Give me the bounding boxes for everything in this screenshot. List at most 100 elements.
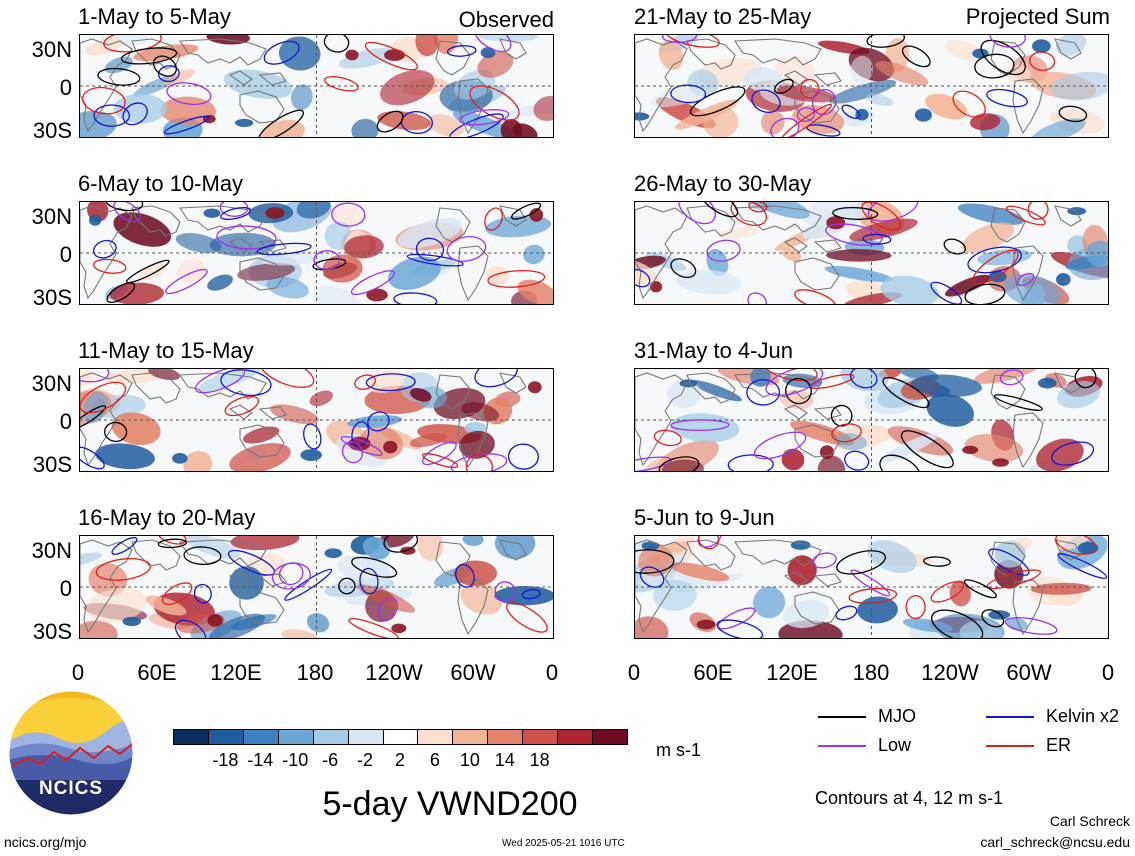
wave-contour	[93, 258, 127, 274]
coastline	[499, 372, 527, 394]
lat-label-30n: 30N	[31, 37, 72, 62]
anomaly-shading	[910, 374, 982, 397]
coastline	[1054, 372, 1082, 394]
anomaly-shading	[850, 55, 873, 84]
anomaly-shading	[209, 613, 266, 638]
footer-author: Carl Schreck	[1049, 813, 1130, 829]
contours-note: Contours at 4, 12 m s-1	[815, 788, 1004, 808]
panel-title-right-4: 5-Jun to 9-Jun	[634, 505, 775, 530]
anomaly-shading	[417, 536, 444, 562]
lon-label: 0	[545, 660, 559, 685]
anomaly-core	[527, 381, 542, 394]
map-panel-left-1	[79, 34, 554, 138]
map-panel-right-2	[634, 201, 1109, 305]
anomaly-shading	[703, 106, 739, 137]
wave-contour	[157, 538, 188, 549]
coastline	[635, 372, 688, 467]
coastline	[635, 539, 688, 634]
wave-contour	[963, 579, 998, 599]
wave-contour	[161, 582, 193, 606]
coastline	[1012, 245, 1044, 302]
anomaly-shading	[462, 536, 484, 546]
coastline	[131, 539, 181, 571]
map-panel-left-2	[79, 201, 554, 305]
wave-contour	[658, 456, 700, 471]
wave-contour	[340, 435, 383, 456]
wave-contour	[770, 117, 800, 137]
colorbar-swatch	[277, 729, 314, 745]
wave-contour	[484, 207, 503, 231]
anomaly-shading	[409, 433, 447, 448]
wave-contour	[465, 454, 493, 471]
coastline	[813, 239, 842, 253]
panel-title-right-2: 26-May to 30-May	[634, 171, 812, 196]
wave-contour	[849, 369, 878, 389]
anomaly-shading	[397, 218, 463, 249]
anomaly-core	[972, 48, 989, 59]
anomaly-core	[679, 379, 698, 388]
anomaly-shading	[1030, 118, 1086, 137]
coastline	[80, 205, 133, 300]
wave-contour	[867, 202, 919, 222]
wave-contour	[943, 238, 966, 255]
coastline	[783, 237, 808, 253]
wave-contour	[323, 75, 359, 92]
wave-contour	[866, 35, 906, 48]
wave-contour	[473, 35, 512, 53]
wave-contour	[639, 566, 665, 588]
coastline	[499, 539, 527, 561]
anomaly-shading	[880, 275, 939, 304]
map-panel-left-4	[79, 535, 554, 639]
wave-contour	[93, 239, 117, 259]
coastline	[179, 38, 267, 66]
wave-contour	[106, 282, 136, 303]
colorbar-swatch	[312, 729, 349, 745]
wave-contour	[80, 381, 127, 414]
wave-contour	[716, 619, 764, 638]
lat-label-eq: 0	[59, 242, 72, 267]
panel-title-right-3: 31-May to 4-Jun	[634, 338, 793, 363]
lon-label: 0	[71, 660, 85, 685]
anomaly-core	[819, 445, 835, 459]
anomaly-core	[265, 207, 285, 219]
anomaly-shading	[792, 105, 845, 134]
lat-label-30s: 30S	[32, 285, 72, 310]
wave-contour	[104, 421, 128, 443]
anomaly-shading	[817, 455, 846, 471]
wave-contour	[1051, 441, 1095, 466]
anomaly-shading	[973, 369, 1042, 384]
wave-contour	[446, 45, 477, 57]
anomaly-shading	[163, 69, 195, 87]
anomaly-core	[383, 440, 398, 454]
coastline	[734, 372, 822, 400]
wave-contour	[459, 109, 510, 126]
coastline	[686, 372, 736, 404]
wave-contour	[164, 268, 208, 295]
coastline	[1054, 539, 1082, 561]
anomaly-shading	[461, 402, 500, 422]
wave-contour	[521, 588, 541, 600]
anomaly-shading	[296, 202, 331, 219]
colorbar-swatch	[417, 729, 454, 745]
lat-label-30n: 30N	[31, 204, 72, 229]
anomaly-shading	[230, 536, 300, 551]
wave-contour	[80, 446, 105, 470]
wave-contour	[670, 419, 730, 431]
wave-contour	[730, 202, 768, 226]
wave-contour	[313, 250, 341, 271]
wave-contour	[964, 283, 1006, 304]
anomaly-shading	[1004, 274, 1061, 304]
anomaly-shading	[237, 263, 296, 281]
wave-contour	[836, 550, 886, 575]
anomaly-shading	[95, 443, 155, 470]
anomaly-core	[1037, 377, 1057, 389]
lon-label: 60W	[450, 660, 496, 685]
wave-contour	[698, 536, 720, 550]
anomaly-shading	[717, 226, 760, 240]
wave-contour	[359, 567, 379, 595]
wave-contour	[174, 619, 207, 638]
wave-contour	[653, 429, 682, 447]
wave-contour	[126, 259, 170, 284]
map-panel-right-3	[634, 368, 1109, 472]
wave-contour	[80, 405, 107, 430]
